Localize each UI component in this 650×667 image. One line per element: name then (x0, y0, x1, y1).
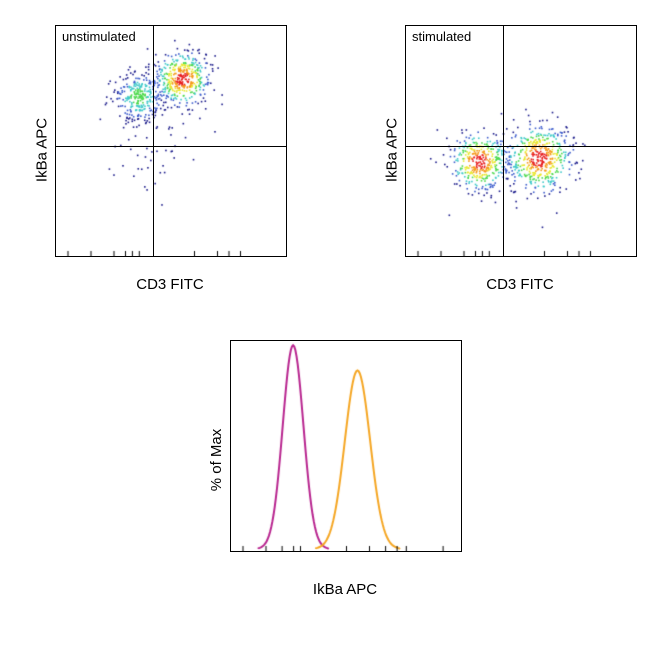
right-plot-title: stimulated (412, 29, 471, 44)
left-plot-title: unstimulated (62, 29, 136, 44)
left-scatter-panel: IkBa APC unstimulated CD3 FITC (10, 10, 290, 290)
histogram-x-axis-label: IkBa APC (313, 581, 377, 598)
right-quadrant-horizontal (406, 146, 636, 147)
left-scatter-plot: unstimulated (55, 25, 287, 257)
right-scatter-panel: IkBa APC stimulated CD3 FITC (360, 10, 640, 290)
left-scatter-canvas (56, 26, 286, 256)
left-quadrant-horizontal (56, 146, 286, 147)
histogram-canvas (231, 341, 461, 551)
histogram-plot (230, 340, 462, 552)
right-scatter-canvas (406, 26, 636, 256)
histogram-y-axis-label: % of Max (208, 429, 225, 492)
left-y-axis-label: IkBa APC (34, 118, 51, 182)
histogram-panel: % of Max IkBa APC (185, 330, 465, 590)
right-x-axis-label: CD3 FITC (486, 276, 554, 293)
right-quadrant-vertical (503, 26, 504, 256)
right-y-axis-label: IkBa APC (384, 118, 401, 182)
left-x-axis-label: CD3 FITC (136, 276, 204, 293)
left-quadrant-vertical (153, 26, 154, 256)
right-scatter-plot: stimulated (405, 25, 637, 257)
